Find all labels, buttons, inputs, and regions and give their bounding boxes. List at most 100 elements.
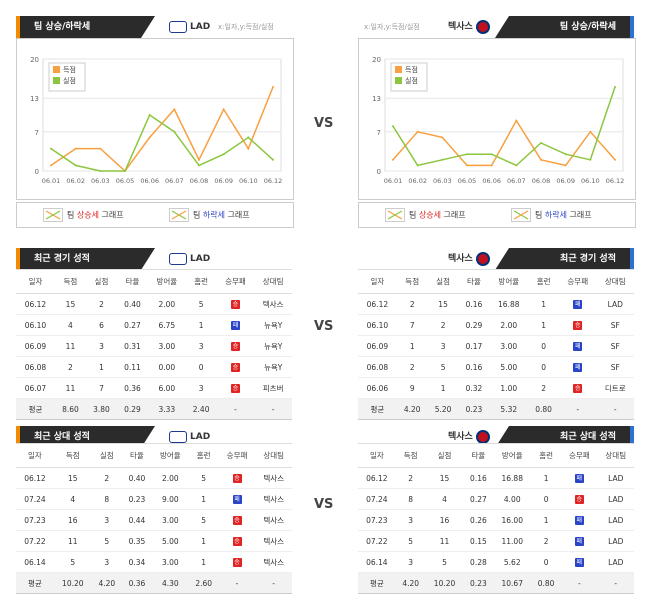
right-trend-legend: 팀 상승세 그래프 팀 하락세 그래프 (358, 202, 636, 228)
table-cell: 2 (528, 377, 560, 399)
win-badge: 승 (574, 495, 584, 504)
left-recent-header: 최근 경기 성적 LAD (16, 248, 292, 270)
average-cell: - (559, 398, 597, 420)
series-line-scored (392, 119, 616, 167)
table-cell: 6.75 (147, 314, 186, 336)
data-point (222, 153, 225, 156)
right-axis-info: x:일자,y:득점/실점 (364, 23, 420, 31)
table-cell: 07.24 (358, 488, 396, 510)
legend-down-item: 팀 하락세 그래프 (169, 208, 250, 223)
table-cell: LAD (596, 293, 634, 315)
average-cell: - (561, 572, 598, 594)
x-tick-label: 06.12 (606, 177, 625, 185)
loss-badge: 패 (232, 495, 242, 504)
legend-down-suffix: 그래프 (567, 210, 592, 220)
table-cell: 텍사스 (255, 488, 292, 510)
column-header: 타율 (463, 443, 494, 468)
data-point (441, 158, 444, 161)
win-badge: 승 (230, 300, 240, 309)
table-header-row: 일자 득점 실점 타율 방어율 홈런 승무패 상대팀 (358, 269, 634, 294)
table-cell: 4.00 (493, 488, 532, 510)
table-row: 07.23 3 16 0.26 16.00 1 패 LAD (358, 509, 634, 531)
table-cell: 9 (396, 377, 428, 399)
table-cell: 2 (531, 530, 562, 552)
column-header: 홈런 (531, 443, 562, 468)
table-cell: 2 (396, 356, 428, 378)
average-cell: 4.30 (152, 572, 189, 594)
table-cell: 06.08 (358, 356, 397, 378)
legend-down-item: 팀 하락세 그래프 (511, 208, 592, 223)
table-cell: LAD (597, 509, 634, 531)
data-point (490, 164, 493, 167)
average-cell: 0.23 (463, 572, 494, 594)
data-point (50, 164, 52, 167)
data-point (99, 147, 102, 150)
win-badge: 승 (573, 321, 583, 330)
loss-badge: 패 (574, 537, 584, 546)
column-header: 일자 (16, 443, 54, 468)
table-cell: LAD (597, 530, 634, 552)
table-row: 07.24 8 4 0.27 4.00 0 승 LAD (358, 488, 634, 510)
result-cell: 승 (559, 377, 597, 399)
y-tick-label: 7 (377, 129, 381, 137)
table-cell: 07.23 (16, 509, 54, 531)
average-cell: 4.20 (91, 572, 122, 594)
data-point (466, 153, 468, 156)
column-header: 승무패 (559, 269, 597, 294)
x-tick-label: 06.10 (581, 177, 600, 185)
table-row: 06.14 3 5 0.28 5.62 0 패 LAD (358, 551, 634, 573)
x-tick-label: 06.07 (507, 177, 526, 185)
average-cell: 0.36 (121, 572, 152, 594)
table-cell: SF (596, 314, 634, 336)
table-cell: 16.88 (489, 293, 529, 315)
table-cell: 4 (53, 488, 92, 510)
data-point (564, 153, 567, 156)
legend-label: 실점 (405, 76, 418, 85)
table-cell: SF (596, 335, 634, 357)
result-cell: 승 (561, 488, 598, 510)
x-tick-label: 06.10 (239, 177, 258, 185)
x-tick-label: 06.09 (556, 177, 575, 185)
table-cell: 0.28 (463, 551, 494, 573)
legend-label: 득점 (63, 66, 76, 74)
column-header: 득점 (396, 269, 428, 294)
table-cell: 0 (528, 356, 560, 378)
result-cell: 패 (559, 356, 597, 378)
table-row: 06.14 5 3 0.34 3.00 1 승 텍사스 (16, 551, 292, 573)
table-row: 06.09 11 3 0.31 3.00 3 승 뉴욕Y (16, 335, 292, 357)
data-point (416, 130, 419, 133)
data-point (272, 86, 274, 88)
table-cell: 0.26 (463, 509, 494, 531)
table-cell: 0.44 (121, 509, 152, 531)
left-team-label: LAD (166, 19, 210, 35)
loss-badge: 패 (574, 474, 584, 483)
right-trend-chart: 0 7 13 20 06.01 06.02 06.03 06.05 06.06 06.07 06.0… (372, 56, 625, 185)
average-row: 평균 10.20 4.20 0.36 4.30 2.60- - (16, 572, 292, 594)
table-cell: 텍사스 (255, 530, 292, 552)
average-cell: - (218, 572, 256, 594)
table-cell: 0.27 (116, 314, 148, 336)
average-row: 평균 8.60 3.80 0.29 3.33 2.40- - (16, 398, 292, 420)
table-cell: LAD (597, 551, 634, 573)
table-cell: 1 (528, 293, 560, 315)
data-point (614, 158, 616, 161)
column-header: 승무패 (216, 269, 255, 294)
table-cell: 0.00 (147, 356, 186, 378)
data-point (74, 164, 77, 167)
table-cell: 11 (53, 530, 92, 552)
table-cell: 2 (85, 293, 117, 315)
table-cell: 0.35 (121, 530, 152, 552)
table-cell: 06.06 (358, 377, 397, 399)
average-cell: 평균 (16, 398, 55, 420)
data-point (589, 158, 592, 161)
table-cell: 16.88 (493, 467, 532, 489)
legend-label: 득점 (405, 66, 418, 74)
table-cell: 1 (396, 335, 428, 357)
table-cell: 2 (395, 467, 426, 489)
data-point (247, 147, 250, 150)
result-cell: 승 (218, 530, 256, 552)
win-badge: 승 (230, 342, 240, 351)
table-row: 06.09 1 3 0.17 3.00 0 패 SF (358, 335, 634, 357)
column-header: 방어율 (489, 269, 529, 294)
left-trend-legend: 팀 상승세 그래프 팀 하락세 그래프 (16, 202, 294, 228)
